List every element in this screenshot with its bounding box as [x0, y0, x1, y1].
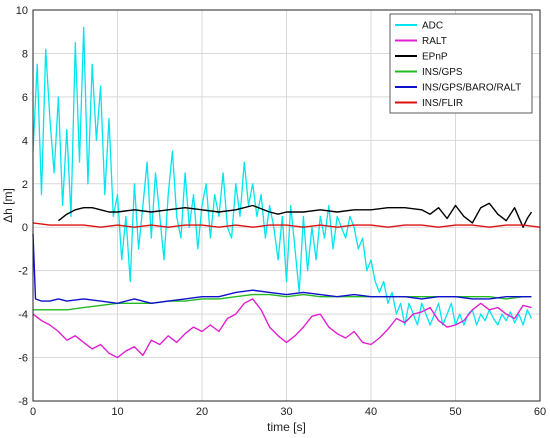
plot-frame — [32, 9, 541, 402]
x-tick-label: 20 — [196, 406, 208, 418]
legend-label: EPnP — [422, 52, 448, 63]
y-tick-label: 8 — [22, 48, 28, 60]
y-tick-label: -6 — [18, 353, 28, 365]
x-tick-label: 40 — [365, 406, 377, 418]
legend-label: INS/FLIR — [422, 98, 463, 109]
y-tick-label: -2 — [18, 266, 28, 278]
y-tick-label: -4 — [18, 309, 28, 321]
legend: ADC RALT EPnP INS/GPS INS/GPS/BARO/RALT INS/F… — [389, 13, 533, 114]
series-line-adc — [32, 26, 533, 326]
x-tick-label: 30 — [280, 406, 292, 418]
series-line-ins-flir — [32, 222, 541, 228]
series-line-ralt — [32, 298, 532, 359]
legend-label: RALT — [422, 36, 447, 47]
y-axis-label: Δh [m] — [1, 188, 15, 223]
x-tick-label: 50 — [449, 406, 461, 418]
y-tick-label: 6 — [22, 92, 28, 104]
legend-label: INS/GPS/BARO/RALT — [422, 83, 521, 94]
legend-box — [389, 13, 533, 114]
legend-label: INS/GPS — [422, 67, 463, 78]
x-tick-label: 10 — [111, 406, 123, 418]
x-tick-labels: 0 10 20 30 40 50 60 — [30, 406, 546, 418]
y-tick-label: 2 — [22, 179, 28, 191]
y-tick-label: 10 — [16, 5, 28, 17]
series-line-epnp — [57, 202, 533, 228]
y-tick-label: -8 — [18, 396, 28, 408]
series-layer — [32, 26, 541, 359]
series-line-ins-gps-baro-ralt — [32, 233, 532, 304]
x-tick-label: 0 — [30, 406, 36, 418]
x-tick-label: 60 — [534, 406, 546, 418]
y-tick-label: 4 — [22, 135, 28, 147]
x-axis-label: time [s] — [267, 420, 306, 434]
y-tick-label: 0 — [22, 222, 28, 234]
y-tick-labels: -8 -6 -4 -2 0 2 4 6 8 10 — [16, 5, 28, 408]
legend-label: ADC — [422, 21, 443, 32]
